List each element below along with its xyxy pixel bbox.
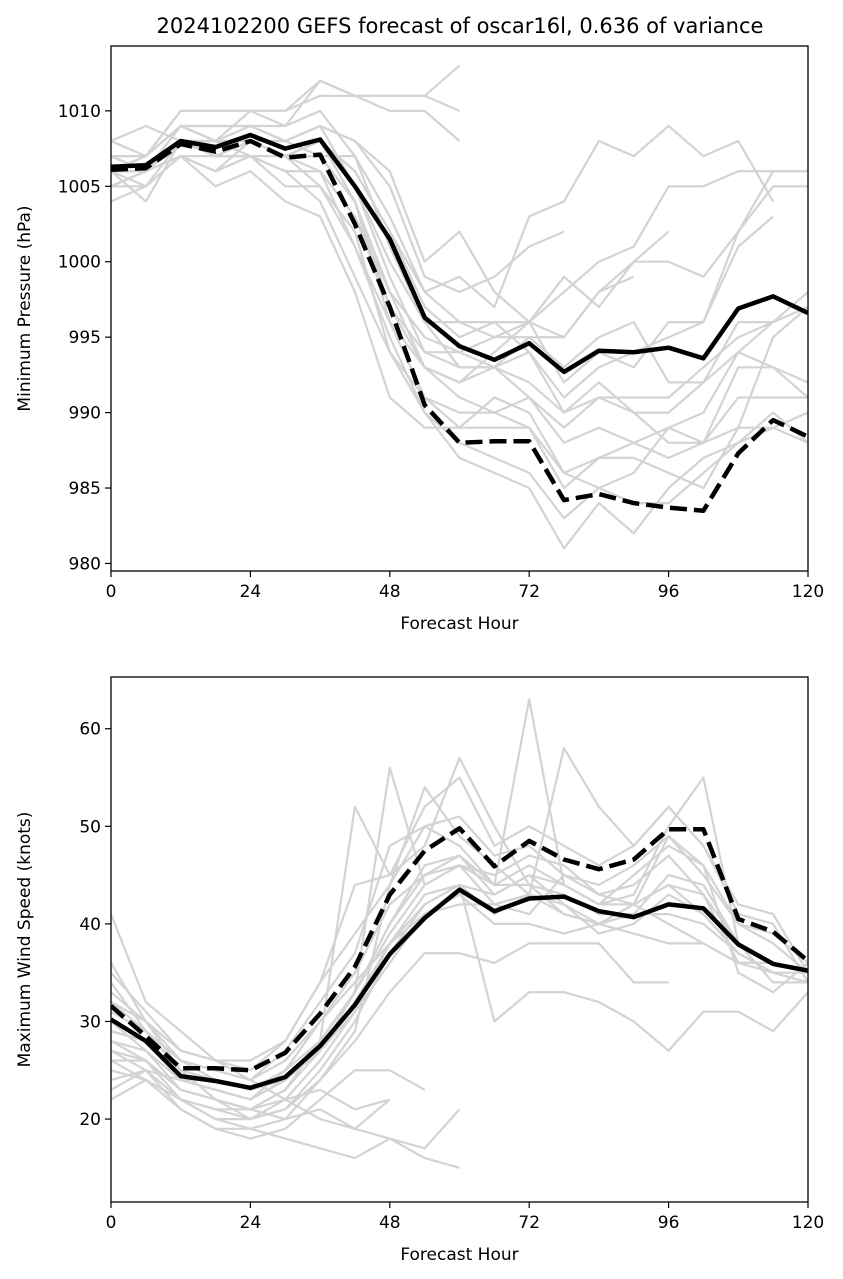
member-line (111, 883, 808, 1121)
ensemble-member-lines (111, 698, 808, 1169)
member-line (111, 124, 775, 309)
solid-series-line (111, 132, 808, 375)
y-tick-label: 1005 (58, 177, 101, 197)
x-tick-label: 72 (518, 1213, 540, 1233)
member-line (111, 155, 808, 520)
member-line (111, 139, 635, 369)
y-tick-label: 50 (79, 817, 101, 837)
dashed-series-line (111, 826, 808, 1073)
member-line (111, 756, 808, 1111)
x-tick-label: 24 (240, 582, 262, 602)
x-axis-ticks: 0 24 48 72 96 120 (106, 1202, 824, 1233)
y-tick-label: 1010 (58, 102, 101, 122)
member-line (111, 834, 808, 1091)
x-tick-label: 48 (379, 1213, 401, 1233)
x-axis-label: Forecast Hour (400, 1245, 518, 1265)
x-tick-label: 96 (658, 582, 680, 602)
member-line (111, 698, 808, 1130)
member-line (111, 124, 808, 414)
member-line (111, 1069, 460, 1169)
member-line (111, 776, 808, 1072)
member-line (111, 893, 808, 1101)
highlight-series (111, 132, 808, 513)
y-tick-label: 1000 (58, 253, 101, 273)
x-tick-label: 120 (792, 582, 824, 602)
y-tick-label: 985 (69, 479, 101, 499)
ensemble-member-lines (111, 64, 808, 550)
y-axis-ticks: 20 30 40 50 60 (79, 720, 111, 1130)
x-tick-label: 24 (240, 1213, 262, 1233)
y-tick-label: 990 (69, 404, 101, 424)
x-tick-label: 48 (379, 582, 401, 602)
highlight-series (111, 826, 808, 1091)
wind-speed-panel: 0 24 48 72 96 120 20 30 40 50 60 Forecast Hour Ma… (15, 676, 824, 1265)
plot-frame (110, 45, 809, 572)
member-line (111, 139, 808, 490)
member-line (111, 883, 808, 1121)
x-tick-label: 0 (106, 1213, 117, 1233)
member-line (111, 139, 808, 384)
member-line (111, 139, 808, 550)
x-tick-label: 0 (106, 582, 117, 602)
x-tick-label: 72 (518, 582, 540, 602)
member-line (111, 124, 808, 490)
x-axis-ticks: 0 24 48 72 96 120 (106, 571, 824, 602)
y-tick-label: 40 (79, 915, 101, 935)
member-line (111, 124, 808, 444)
y-axis-label: Minimum Pressure (hPa) (15, 205, 35, 411)
plot-frame (110, 676, 809, 1203)
y-tick-label: 20 (79, 1110, 101, 1130)
member-line (111, 1059, 391, 1111)
y-axis-ticks: 980 985 990 995 1000 1005 1010 (58, 102, 111, 574)
y-tick-label: 30 (79, 1012, 101, 1032)
dashed-series-line (111, 138, 808, 513)
x-tick-label: 96 (658, 1213, 680, 1233)
x-tick-label: 120 (792, 1213, 824, 1233)
y-tick-label: 980 (69, 554, 101, 574)
member-line (111, 155, 808, 474)
pressure-panel: 2024102200 GEFS forecast of oscar16l, 0.… (15, 14, 824, 634)
x-axis-label: Forecast Hour (400, 614, 518, 634)
member-line (111, 942, 669, 1121)
chart-title: 2024102200 GEFS forecast of oscar16l, 0.… (157, 14, 764, 38)
member-line (111, 79, 461, 158)
y-axis-label: Maximum Wind Speed (knots) (15, 812, 35, 1068)
member-line (111, 766, 808, 1111)
y-tick-label: 995 (69, 328, 101, 348)
y-tick-label: 60 (79, 720, 101, 740)
solid-series-line (111, 887, 808, 1091)
